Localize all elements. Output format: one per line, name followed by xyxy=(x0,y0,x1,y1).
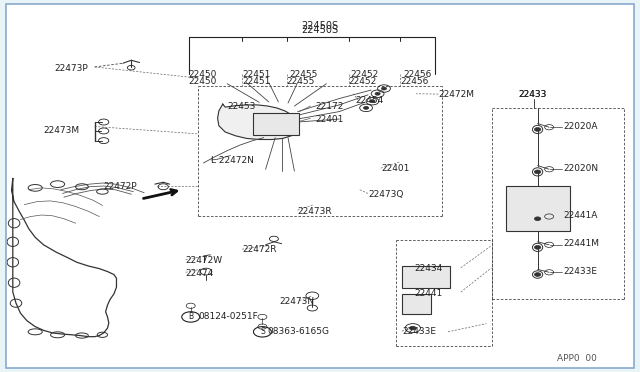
Text: 22441A: 22441A xyxy=(563,211,598,220)
Text: 22401: 22401 xyxy=(381,164,410,173)
Circle shape xyxy=(534,128,541,131)
Text: 22455: 22455 xyxy=(289,70,317,79)
Text: 22450: 22450 xyxy=(189,77,217,86)
Text: L 22472N: L 22472N xyxy=(211,156,254,165)
Text: 22172: 22172 xyxy=(315,102,343,110)
Text: 22456: 22456 xyxy=(400,77,428,86)
Text: B: B xyxy=(188,312,193,321)
Text: 22452: 22452 xyxy=(349,77,377,86)
Text: 22441: 22441 xyxy=(415,289,443,298)
Text: 22456: 22456 xyxy=(403,70,431,79)
Text: 08124-0251F: 08124-0251F xyxy=(198,312,258,321)
Text: 22472P: 22472P xyxy=(104,182,138,190)
Text: 22453: 22453 xyxy=(227,102,255,110)
Bar xyxy=(402,266,450,288)
Circle shape xyxy=(410,326,416,330)
Text: 22473M: 22473M xyxy=(44,126,79,135)
Circle shape xyxy=(534,273,541,276)
Text: 22472W: 22472W xyxy=(186,256,223,265)
Text: 22473R: 22473R xyxy=(298,207,332,216)
Text: 22450S: 22450S xyxy=(301,21,339,31)
Text: 22473N: 22473N xyxy=(280,297,315,306)
Text: 22472R: 22472R xyxy=(242,246,276,254)
Text: 22451: 22451 xyxy=(242,77,270,86)
Circle shape xyxy=(375,92,380,95)
Circle shape xyxy=(534,246,541,249)
Text: 22454: 22454 xyxy=(355,96,383,105)
Bar xyxy=(506,186,570,231)
Text: APP0  00: APP0 00 xyxy=(557,355,596,363)
Text: 22452: 22452 xyxy=(351,70,379,79)
Text: 22020A: 22020A xyxy=(563,122,598,131)
Text: 22433E: 22433E xyxy=(563,267,597,276)
Text: 22450: 22450 xyxy=(189,70,217,79)
Circle shape xyxy=(364,106,369,109)
Text: 22474: 22474 xyxy=(186,269,214,278)
Text: 22441M: 22441M xyxy=(563,239,599,248)
Text: 08363-6165G: 08363-6165G xyxy=(268,327,330,336)
Text: S: S xyxy=(260,327,265,336)
Circle shape xyxy=(534,170,541,174)
Text: 22433: 22433 xyxy=(518,90,547,99)
Bar xyxy=(402,294,431,314)
Text: 22455: 22455 xyxy=(287,77,315,86)
Circle shape xyxy=(381,87,387,90)
Polygon shape xyxy=(218,104,298,140)
Text: 22433E: 22433E xyxy=(402,327,436,336)
Circle shape xyxy=(370,100,375,103)
Text: 22450S: 22450S xyxy=(301,25,339,35)
Text: 22434: 22434 xyxy=(415,264,443,273)
Text: 22020N: 22020N xyxy=(563,164,598,173)
Text: 22451: 22451 xyxy=(242,70,270,79)
Text: 22433: 22433 xyxy=(518,90,547,99)
Text: 22472M: 22472M xyxy=(438,90,474,99)
Circle shape xyxy=(534,217,541,221)
Text: 22473P: 22473P xyxy=(54,64,88,73)
Text: 22473Q: 22473Q xyxy=(368,190,403,199)
Text: 22401: 22401 xyxy=(315,115,343,124)
Bar xyxy=(253,113,299,135)
